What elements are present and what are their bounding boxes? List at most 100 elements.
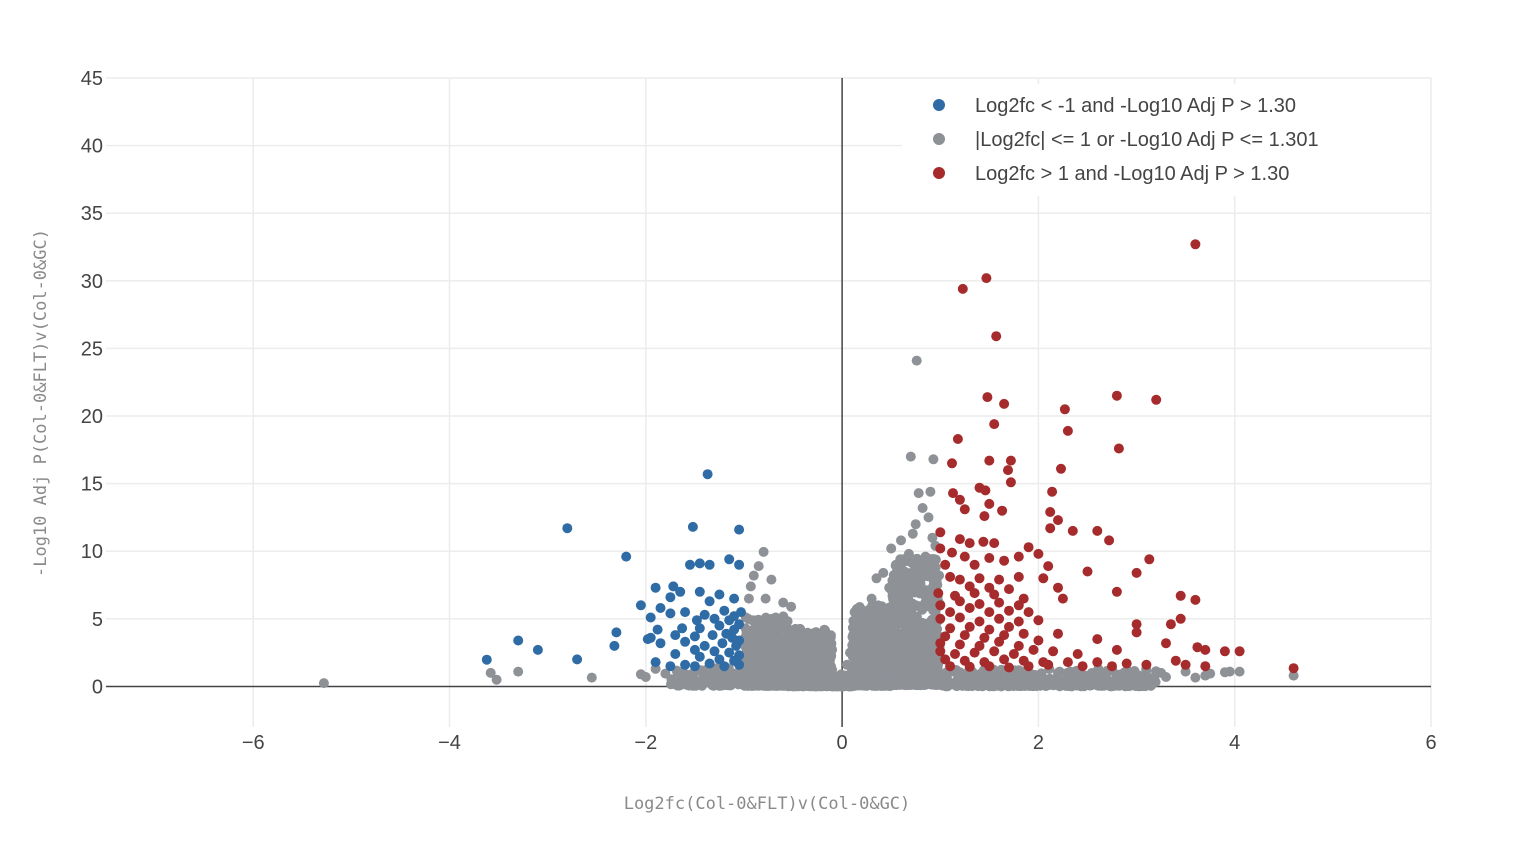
- data-point: [1113, 443, 1124, 454]
- data-point: [900, 586, 911, 597]
- data-point: [1045, 523, 1056, 534]
- data-point: [1141, 659, 1152, 670]
- data-point: [905, 451, 916, 462]
- legend[interactable]: Log2fc < -1 and -Log10 Adj P > 1.30 |Log2…: [902, 84, 1430, 196]
- data-point: [635, 600, 646, 611]
- data-point: [513, 666, 524, 677]
- data-point: [856, 616, 867, 627]
- data-point: [954, 612, 965, 623]
- data-point: [999, 672, 1010, 682]
- data-point: [1033, 615, 1044, 626]
- data-point: [689, 661, 700, 672]
- data-point: [771, 640, 782, 651]
- data-point: [621, 551, 632, 562]
- data-point: [689, 631, 700, 642]
- data-point: [815, 630, 826, 641]
- data-point: [1059, 404, 1070, 415]
- data-point: [1024, 680, 1035, 691]
- data-point: [957, 283, 968, 294]
- data-point: [978, 536, 989, 547]
- data-point: [945, 661, 956, 672]
- data-point: [1057, 593, 1068, 604]
- data-point: [717, 679, 728, 689]
- data-point: [878, 663, 889, 674]
- data-point: [1038, 573, 1049, 584]
- data-point: [1288, 663, 1299, 674]
- data-point: [920, 551, 931, 562]
- data-point: [903, 548, 914, 559]
- data-point: [989, 538, 1000, 549]
- data-point: [1033, 635, 1044, 646]
- data-point: [984, 624, 995, 635]
- data-point: [699, 640, 710, 651]
- data-point: [1107, 661, 1117, 672]
- data-point: [1028, 644, 1039, 655]
- data-point: [859, 665, 870, 676]
- data-point: [1018, 628, 1029, 639]
- data-point: [1082, 673, 1093, 684]
- x-tick-label: 6: [1425, 732, 1436, 754]
- data-point: [781, 617, 792, 628]
- data-point: [954, 596, 965, 607]
- legend-marker: [933, 167, 945, 179]
- data-point: [786, 601, 797, 612]
- data-point: [1121, 658, 1132, 669]
- data-point: [1004, 605, 1014, 616]
- data-point: [919, 663, 930, 674]
- y-tick-label: 15: [81, 474, 103, 496]
- data-point: [813, 646, 823, 657]
- legend-item[interactable]: |Log2fc| <= 1 or -Log10 Adj P <= 1.301: [933, 129, 1319, 151]
- data-point: [890, 633, 901, 644]
- data-point: [1234, 666, 1245, 677]
- data-point: [907, 528, 918, 539]
- data-point: [984, 661, 995, 672]
- data-point: [1131, 627, 1142, 638]
- data-point: [994, 597, 1005, 608]
- data-point: [954, 667, 965, 678]
- data-point: [840, 670, 851, 681]
- data-point: [677, 623, 688, 634]
- data-point: [694, 651, 705, 662]
- data-point: [743, 680, 754, 691]
- data-point: [795, 652, 806, 663]
- data-point: [1053, 515, 1063, 526]
- data-point: [719, 661, 730, 672]
- data-point: [1033, 548, 1044, 559]
- data-point: [928, 454, 939, 465]
- legend-marker: [933, 133, 945, 145]
- data-point: [1092, 525, 1103, 536]
- data-point: [964, 621, 975, 632]
- y-axis-title: -Log10 Adj P(Col-0&FLT)v(Col-0&GC): [31, 229, 51, 577]
- data-point: [1288, 670, 1299, 681]
- data-point: [1144, 554, 1155, 565]
- data-point: [1219, 646, 1230, 657]
- data-point: [896, 573, 906, 584]
- data-point: [586, 672, 597, 683]
- data-point: [700, 677, 711, 688]
- data-point: [1200, 661, 1211, 672]
- data-point: [1013, 678, 1024, 689]
- data-point: [670, 630, 681, 641]
- data-point: [1053, 628, 1063, 639]
- data-point: [905, 602, 916, 612]
- data-point: [757, 623, 767, 634]
- data-point: [680, 673, 691, 684]
- data-point: [1005, 455, 1016, 466]
- legend-item[interactable]: Log2fc < -1 and -Log10 Adj P > 1.30: [933, 95, 1296, 117]
- data-point: [675, 586, 686, 597]
- data-point: [935, 613, 946, 624]
- data-point: [807, 665, 818, 676]
- data-point: [1234, 646, 1245, 657]
- data-point: [650, 657, 661, 668]
- data-point: [940, 559, 951, 570]
- data-point: [1111, 644, 1122, 655]
- data-point: [905, 649, 916, 660]
- data-point: [937, 678, 948, 689]
- data-point: [927, 532, 938, 543]
- data-point: [1053, 667, 1063, 678]
- data-point: [771, 652, 781, 663]
- data-point: [665, 592, 676, 603]
- legend-item[interactable]: Log2fc > 1 and -Log10 Adj P > 1.30: [933, 163, 1289, 185]
- data-point: [910, 519, 921, 530]
